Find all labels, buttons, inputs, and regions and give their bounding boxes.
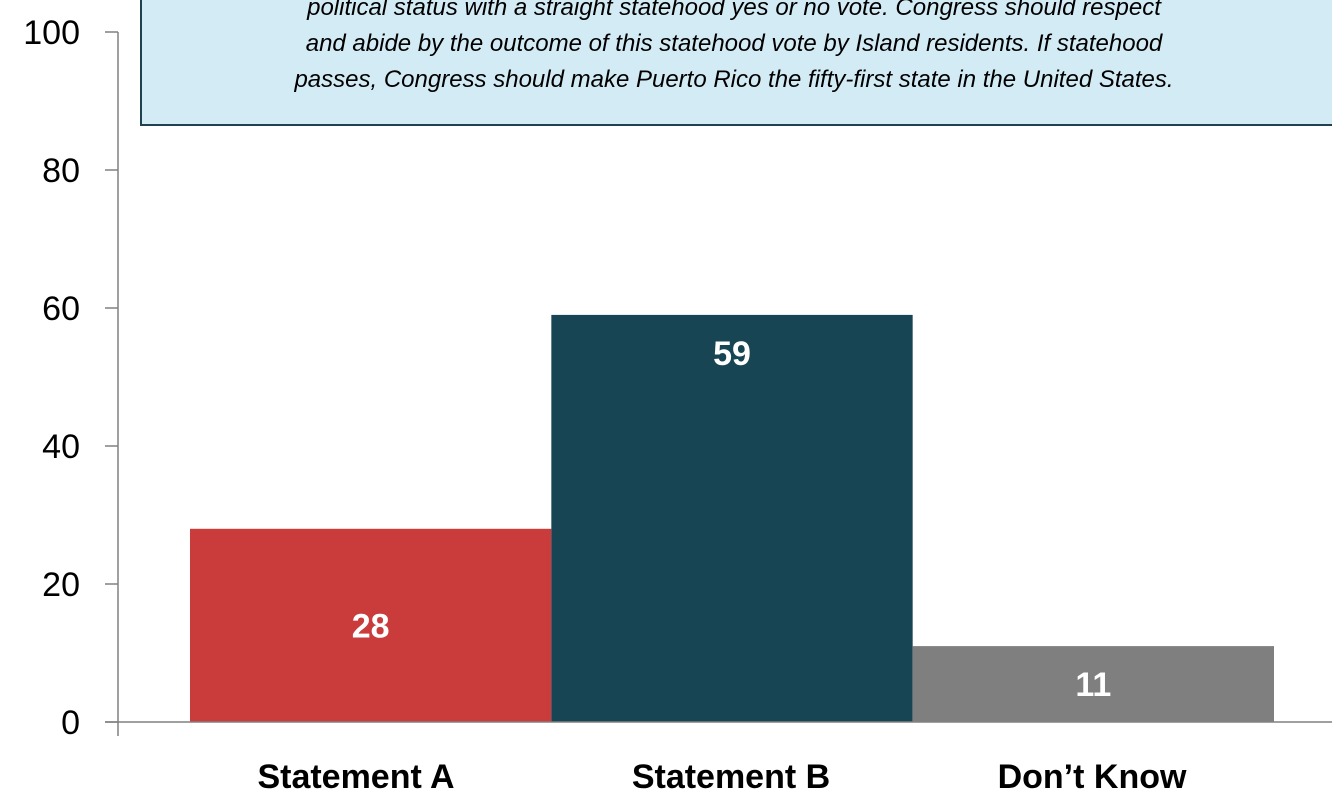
statement-callout-box: political status with a straight stateho… [140, 0, 1332, 126]
y-axis: 0 20 40 60 80 100 [23, 14, 119, 742]
y-tick-label: 0 [61, 704, 80, 742]
data-label-statement-b: 59 [713, 335, 751, 373]
y-tick-label: 60 [42, 290, 80, 328]
statement-callout-line: passes, Congress should make Puerto Rico… [294, 66, 1174, 93]
x-tick-label-statement-b: Statement B [632, 758, 830, 795]
statement-callout-text: political status with a straight stateho… [144, 0, 1324, 98]
bars: 28 59 11 [190, 314, 1274, 722]
x-axis: Statement A Statement B Don’t Know [105, 721, 1332, 795]
x-tick-label-dont-know: Don’t Know [998, 758, 1187, 795]
bar-statement-a [190, 528, 552, 722]
statement-callout-line: and abide by the outcome of this stateho… [305, 30, 1163, 57]
y-tick-label: 20 [42, 566, 80, 604]
bar-statement-b [551, 314, 913, 722]
y-tick-label: 40 [42, 428, 80, 466]
data-label-statement-a: 28 [352, 607, 390, 645]
y-tick-label: 100 [23, 14, 80, 52]
bar-dont-know [912, 646, 1274, 722]
data-label-dont-know: 11 [1075, 666, 1111, 704]
statement-callout-line: political status with a straight stateho… [307, 0, 1161, 21]
x-tick-label-statement-a: Statement A [257, 758, 454, 795]
y-tick-label: 80 [42, 152, 80, 190]
